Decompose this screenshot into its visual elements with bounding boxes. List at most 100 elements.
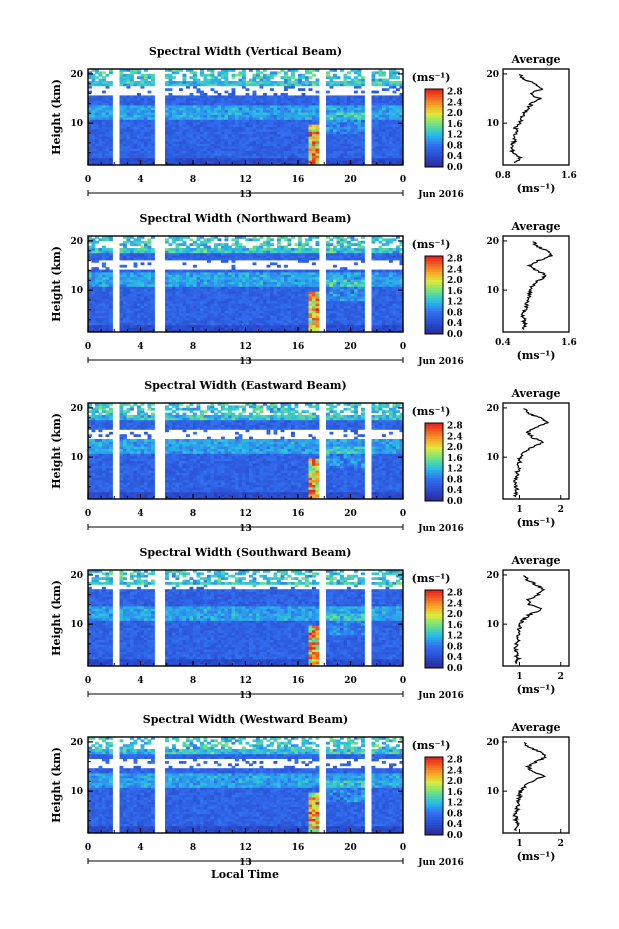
colorbar-segment (425, 164, 443, 168)
heatmap-cell (256, 308, 260, 311)
heatmap-cell (256, 296, 260, 299)
heatmap-cell (361, 78, 365, 82)
heatmap-cell (396, 155, 400, 159)
heatmap-cell (182, 162, 187, 166)
heatmap-cell (182, 293, 187, 297)
heatmap-cell (95, 153, 99, 156)
heatmap-cell (221, 286, 225, 290)
heatmap-cell (347, 117, 351, 120)
heatmap-cell (340, 83, 344, 87)
heatmap-cell (189, 308, 194, 311)
heatmap-cell (399, 109, 404, 113)
heatmap-cell (95, 107, 99, 111)
heatmap-cell (168, 300, 173, 304)
heatmap-cell (382, 133, 386, 137)
heatmap-cell (179, 276, 183, 280)
heatmap-cell (301, 143, 306, 147)
heatmap-cell (287, 284, 292, 287)
heatmap-cell (266, 129, 271, 132)
heatmap-cell (270, 126, 274, 130)
heatmap-cell (238, 329, 243, 333)
heatmap-cell (210, 95, 215, 99)
heatmap-cell (228, 136, 232, 139)
heatmap-cell (119, 129, 124, 132)
heatmap-cell (396, 160, 400, 163)
heatmap-cell (238, 83, 243, 87)
heatmap-cell (105, 83, 110, 87)
heatmap-cell (182, 107, 187, 111)
heatmap-cell (165, 155, 169, 159)
heatmap-cell (354, 312, 358, 316)
heatmap-cell (179, 145, 183, 149)
heatmap-cell (119, 76, 124, 79)
heatmap-cell (95, 303, 99, 306)
heatmap-cell (259, 107, 264, 111)
heatmap-cell (259, 296, 264, 299)
heatmap-cell (207, 78, 211, 82)
heatmap-cell (291, 320, 295, 323)
heatmap-cell (165, 141, 169, 144)
heatmap-cell (214, 276, 218, 280)
heatmap-cell (347, 291, 351, 294)
heatmap-cell (336, 317, 341, 321)
heatmap-cell (336, 136, 341, 139)
heatmap-cell (242, 155, 246, 159)
heatmap-cell (298, 300, 302, 304)
heatmap-cell (196, 284, 201, 287)
heatmap-cell (266, 95, 271, 99)
heatmap-cell (354, 327, 358, 330)
heatmap-cell (340, 320, 344, 323)
heatmap-cell (280, 296, 285, 299)
heatmap-cell (294, 269, 299, 273)
heatmap-cell (266, 107, 271, 111)
heatmap-cell (119, 315, 124, 318)
heatmap-cell (144, 129, 148, 132)
heatmap-cell (294, 119, 299, 123)
heatmap-cell (389, 95, 393, 99)
heatmap-cell (151, 322, 155, 326)
heatmap-cell (340, 81, 344, 84)
heatmap-cell (123, 129, 127, 132)
heatmap-cell (126, 100, 131, 103)
heatmap-cell (336, 320, 341, 323)
heatmap-cell (361, 284, 365, 287)
heatmap-cell (235, 131, 239, 135)
heatmap-cell (249, 117, 253, 120)
heatmap-cell (130, 281, 134, 285)
heatmap-cell (151, 329, 155, 333)
heatmap-cell (312, 272, 316, 275)
heatmap-cell (266, 308, 271, 311)
heatmap-cell (210, 274, 215, 278)
heatmap-cell (294, 303, 299, 306)
heatmap-cell (98, 71, 103, 75)
heatmap-cell (333, 73, 337, 77)
heatmap-cell (242, 85, 246, 89)
heatmap-cell (329, 114, 334, 118)
heatmap-cell (252, 81, 257, 84)
heatmap-cell (266, 162, 271, 166)
heatmap-cell (147, 327, 152, 330)
heatmap-cell (217, 310, 222, 314)
heatmap-cell (382, 126, 386, 130)
heatmap-cell (126, 310, 131, 314)
heatmap-cell (392, 143, 397, 147)
heatmap-cell (207, 102, 211, 106)
heatmap-cell (266, 279, 271, 282)
heatmap-cell (396, 126, 400, 130)
heatmap-cell (389, 114, 393, 118)
heatmap-cell (95, 100, 99, 103)
heatmap-cell (298, 95, 302, 99)
heatmap-cell (221, 112, 225, 115)
heatmap-cell (98, 279, 103, 282)
heatmap-cell (123, 315, 127, 318)
heatmap-cell (396, 83, 400, 87)
heatmap-cell (95, 105, 99, 108)
heatmap-cell (165, 317, 169, 321)
heatmap-cell (385, 286, 390, 290)
heatmap-cell (336, 327, 341, 330)
heatmap-cell (312, 286, 316, 290)
heatmap-cell (224, 286, 229, 290)
heatmap-cell (256, 83, 260, 87)
heatmap-cell (382, 320, 386, 323)
heatmap-cell (343, 145, 348, 149)
